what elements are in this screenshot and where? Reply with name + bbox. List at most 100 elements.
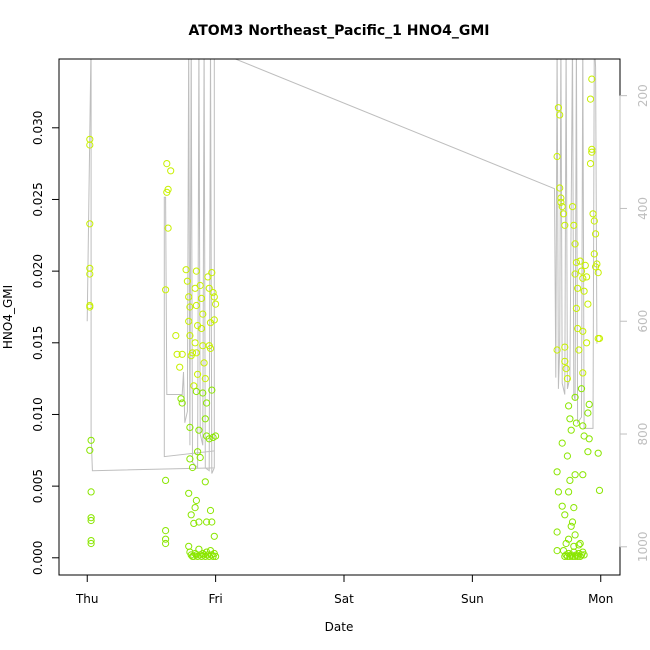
data-point [595,334,604,343]
data-point [580,551,588,559]
data-point [553,152,561,161]
data-point [203,399,211,407]
data-point [177,395,185,403]
data-point [563,375,572,383]
y-tick-label: 0.015 [31,326,45,360]
data-point [594,269,602,277]
data-point [203,518,211,526]
data-point [577,267,586,275]
data-point [212,552,220,561]
data-point [589,210,597,218]
data-point [197,294,206,302]
right-tick-label: 800 [636,423,650,446]
data-point [570,221,578,229]
data-point [200,359,208,367]
data-point [192,301,200,310]
right-pressure-axis: 200 400 600 800 1000 [619,84,650,563]
data-point [194,448,202,456]
data-point [162,539,170,548]
data-point [570,542,578,550]
data-point [194,370,202,378]
data-point [572,419,581,427]
data-point [588,75,596,83]
data-point [571,471,579,479]
plot-frame [58,58,621,576]
data-point [568,518,577,526]
y-tick-label: 0.000 [31,541,45,575]
data-point [575,346,583,354]
data-point [209,433,217,441]
data-point [565,402,573,410]
data-point [588,145,596,153]
data-point [190,382,198,390]
data-point [210,532,218,540]
y-axis-label: HNO4_GMI [1,285,15,349]
data-point [210,293,218,301]
data-point [86,446,94,454]
data-point [583,273,591,281]
data-point [567,522,575,530]
data-point [86,220,94,228]
data-point [186,332,194,340]
data-point [87,436,95,444]
data-point [185,293,193,301]
data-point [87,537,95,545]
data-point [586,160,595,168]
data-point [585,435,593,443]
data-point [568,552,577,561]
data-point [178,399,186,407]
y-tick-label: 0.010 [31,397,45,431]
data-point [593,260,601,268]
data-point [590,217,598,225]
data-point [594,449,602,457]
data-point [187,511,195,519]
x-tick-label: Mon [588,592,613,606]
data-point [586,95,595,103]
data-point [579,327,587,335]
x-tick-label: Sat [334,592,354,606]
data-point [188,463,197,472]
data-point [572,258,581,267]
data-point [556,184,564,192]
x-axis-label: Date [325,620,354,634]
data-points [86,75,604,561]
data-point [557,194,565,202]
data-point [196,453,204,462]
data-point [580,287,588,295]
data-point [567,426,575,434]
data-point [554,104,563,112]
data-point [162,476,170,484]
data-point [570,504,578,512]
data-point [208,518,216,526]
data-point [581,261,589,269]
data-point [87,514,95,522]
data-point [176,363,184,371]
data-point [86,303,94,311]
y-tick-label: 0.020 [31,254,45,288]
data-point [212,300,220,308]
data-point [162,527,170,535]
data-point [87,516,95,525]
data-point [576,257,584,265]
y-tick-label: 0.030 [31,111,45,145]
data-point [197,324,206,333]
pressure-line-layer [86,59,598,474]
data-point [167,167,175,175]
data-point [192,267,200,275]
chart-title: ATOM3 Northeast_Pacific_1 HNO4_GMI [188,23,489,39]
data-point [566,476,574,484]
data-point [595,486,604,494]
data-point [204,273,212,281]
data-point [553,528,561,536]
data-point [185,489,193,497]
data-point [178,350,186,358]
data-point [87,539,95,548]
data-point [186,303,194,311]
right-tick-label: 1000 [636,532,650,563]
data-point [553,468,561,476]
data-point [199,389,207,397]
data-point [561,221,569,229]
data-point [579,274,587,282]
data-point [571,531,579,539]
